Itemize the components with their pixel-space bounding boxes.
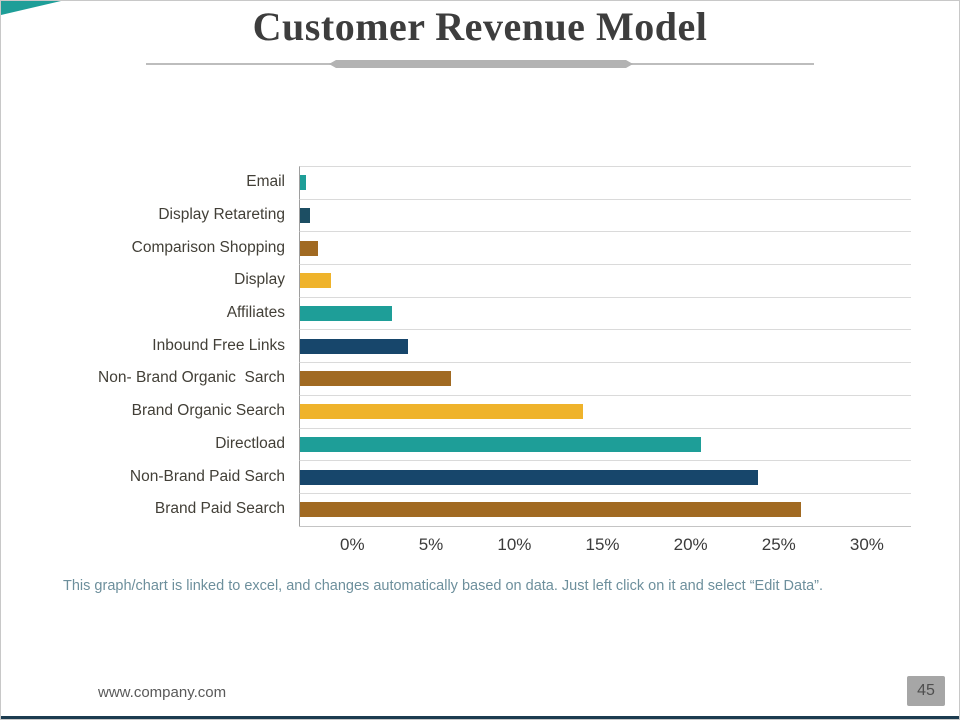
x-axis: 0% 5% 10% 15% 20% 25% 30% xyxy=(313,526,911,555)
chart-row: Email xyxy=(1,166,959,199)
chart-row: Display xyxy=(1,264,959,297)
chart-row: Brand Paid Search xyxy=(1,492,959,526)
x-tick-label: 25% xyxy=(761,534,796,554)
category-label: Brand Organic Search xyxy=(131,402,285,420)
plot-cell xyxy=(299,166,911,199)
plot-cell xyxy=(299,362,911,395)
bar[interactable] xyxy=(300,436,702,452)
category-label: Email xyxy=(246,173,285,191)
chart-row: Non- Brand Organic Sarch xyxy=(1,362,959,395)
category-label: Directload xyxy=(215,434,285,452)
footer-website: www.company.com xyxy=(98,684,227,701)
chart-row: Affiliates xyxy=(1,296,959,330)
bar[interactable] xyxy=(300,502,802,518)
slide-title: Customer Revenue Model xyxy=(252,4,708,49)
bar[interactable] xyxy=(300,371,451,387)
category-label: Non-Brand Paid Sarch xyxy=(129,467,285,485)
corner-accent-triangle xyxy=(1,1,61,15)
divider-accent-bar xyxy=(329,60,633,68)
x-tick-label: 5% xyxy=(418,534,444,554)
chart-row: Non-Brand Paid Sarch xyxy=(1,460,959,493)
category-label: Brand Paid Search xyxy=(154,500,285,518)
plot-cell xyxy=(299,198,911,232)
plot-cell xyxy=(299,231,911,265)
x-tick-label: 30% xyxy=(849,534,884,554)
category-label: Comparison Shopping xyxy=(131,238,285,256)
bar[interactable] xyxy=(300,240,319,256)
x-tick-label: 0% xyxy=(340,534,365,554)
plot-cell xyxy=(299,394,911,428)
bar[interactable] xyxy=(300,208,311,224)
bar[interactable] xyxy=(300,338,408,354)
category-label: Non- Brand Organic Sarch xyxy=(98,369,285,387)
plot-cell xyxy=(299,492,911,526)
chart-note: This graph/chart is linked to excel, and… xyxy=(63,578,824,594)
chart-row: Comparison Shopping xyxy=(1,231,959,265)
bar[interactable] xyxy=(300,469,759,485)
chart-row: Brand Organic Search xyxy=(1,394,959,428)
bottom-border xyxy=(1,716,959,719)
bar[interactable] xyxy=(300,175,307,191)
plot-cell xyxy=(299,264,911,297)
bar[interactable] xyxy=(300,306,392,322)
title-divider xyxy=(146,60,814,68)
bar-chart[interactable]: Email Display Retareting Comparison Shoppi… xyxy=(1,166,959,555)
bar[interactable] xyxy=(300,404,584,420)
bar[interactable] xyxy=(300,273,331,289)
page-number: 45 xyxy=(917,682,935,699)
plot-cell xyxy=(299,296,911,330)
category-label: Affiliates xyxy=(226,304,285,322)
x-tick-label: 20% xyxy=(673,534,708,554)
chart-row: Display Retareting xyxy=(1,198,959,232)
category-label: Inbound Free Links xyxy=(152,336,285,354)
category-label: Display xyxy=(234,271,285,289)
plot-cell xyxy=(299,460,911,493)
chart-row: Directload xyxy=(1,427,959,461)
plot-cell xyxy=(299,329,911,363)
x-tick-label: 15% xyxy=(585,534,620,554)
x-tick-label: 10% xyxy=(497,534,532,554)
axis-baseline-line xyxy=(299,525,911,527)
category-label: Display Retareting xyxy=(158,206,285,224)
page-number-badge: 45 xyxy=(907,676,945,706)
chart-row: Inbound Free Links xyxy=(1,329,959,363)
chart-rows: Email Display Retareting Comparison Shoppi… xyxy=(1,166,959,526)
plot-cell xyxy=(299,427,911,461)
